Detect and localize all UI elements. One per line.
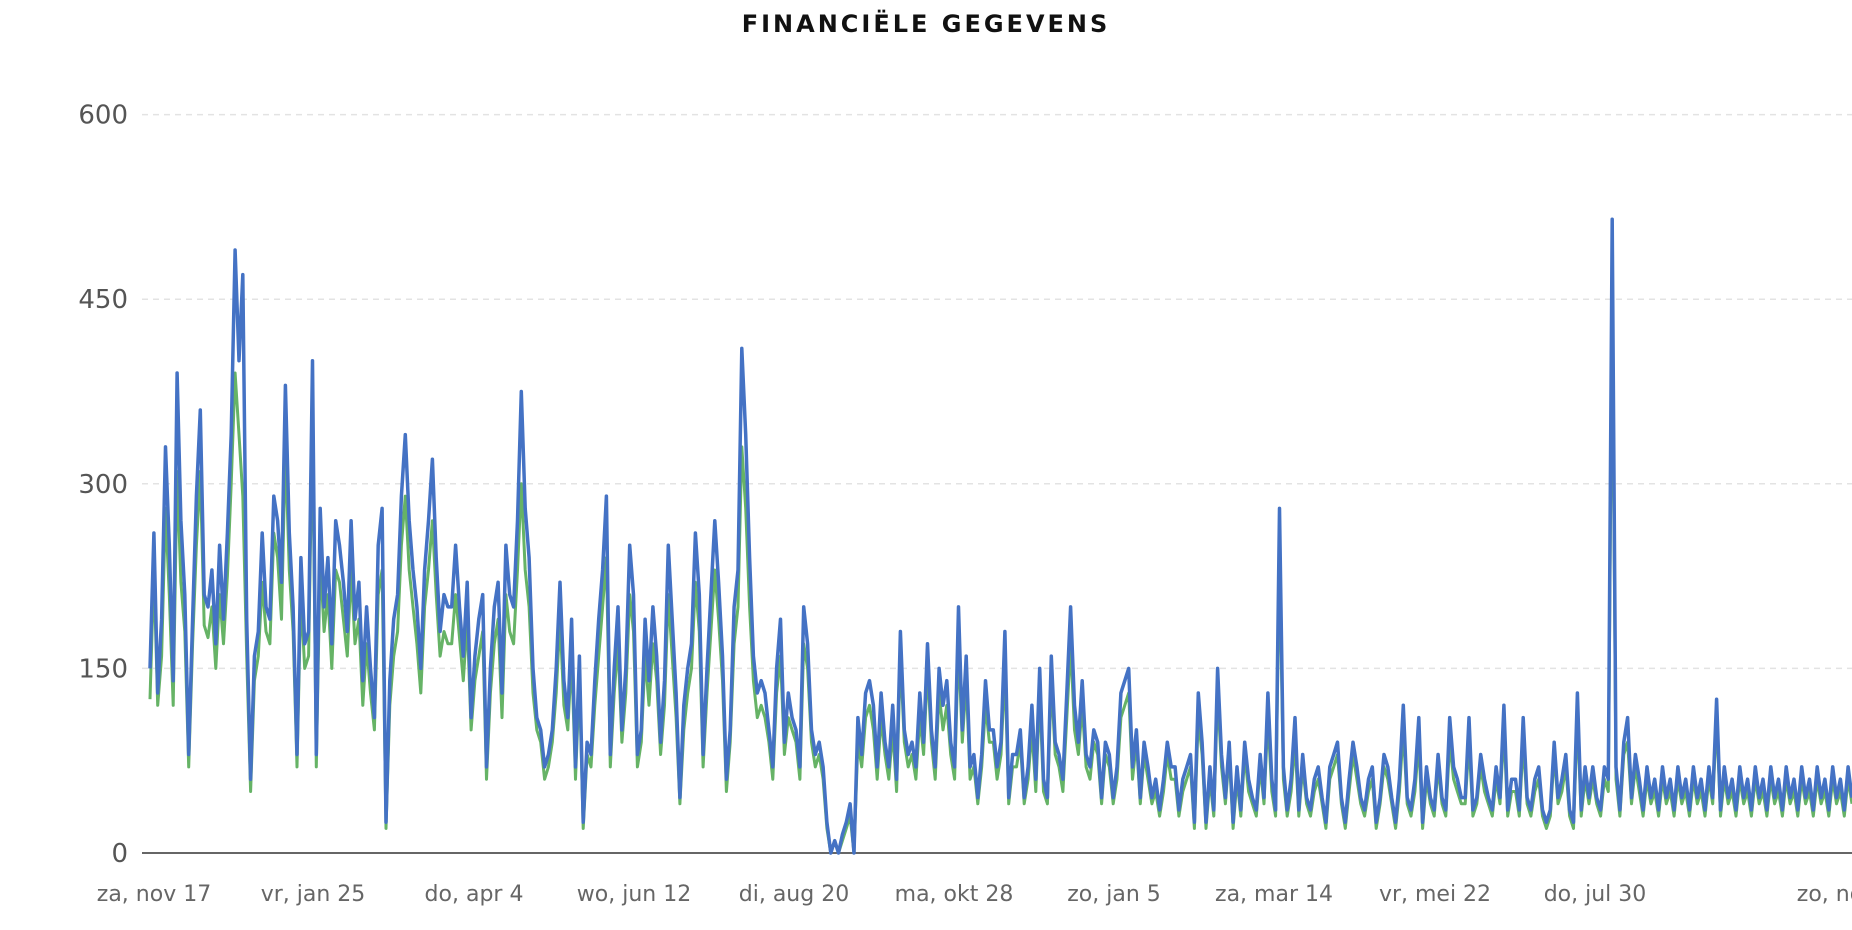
- gridlines: [142, 113, 1852, 670]
- x-tick-label: zo, jan 5: [1067, 882, 1161, 907]
- chart-title: FINANCIËLE GEGEVENS: [741, 10, 1111, 38]
- x-tick-label: wo, jun 12: [577, 882, 691, 907]
- y-tick-label: 600: [78, 101, 128, 131]
- x-tick-label: za, mar 14: [1215, 882, 1333, 907]
- series-line-green: [148, 310, 1852, 855]
- y-tick-label: 450: [78, 285, 128, 315]
- x-tick-label: vr, jan 25: [261, 882, 366, 907]
- x-tick-label: za, nov 17: [97, 882, 211, 907]
- y-tick-label: 0: [111, 839, 128, 869]
- x-tick-label: vr, mei 22: [1379, 882, 1491, 907]
- y-tick-label: 150: [78, 654, 128, 684]
- series-line-blue: [148, 217, 1852, 855]
- x-axis: za, nov 17 vr, jan 25 do, apr 4 wo, jun 12 d…: [97, 852, 1852, 907]
- y-tick-label: 300: [78, 470, 128, 500]
- x-tick-label: zo, no: [1797, 882, 1852, 907]
- series-lines: [148, 217, 1852, 855]
- x-tick-label: do, jul 30: [1544, 882, 1647, 907]
- x-tick-label: di, aug 20: [739, 882, 849, 907]
- x-tick-label: ma, okt 28: [895, 882, 1014, 907]
- x-tick-label: do, apr 4: [425, 882, 524, 907]
- y-axis: 0 150 300 450 600: [78, 101, 128, 869]
